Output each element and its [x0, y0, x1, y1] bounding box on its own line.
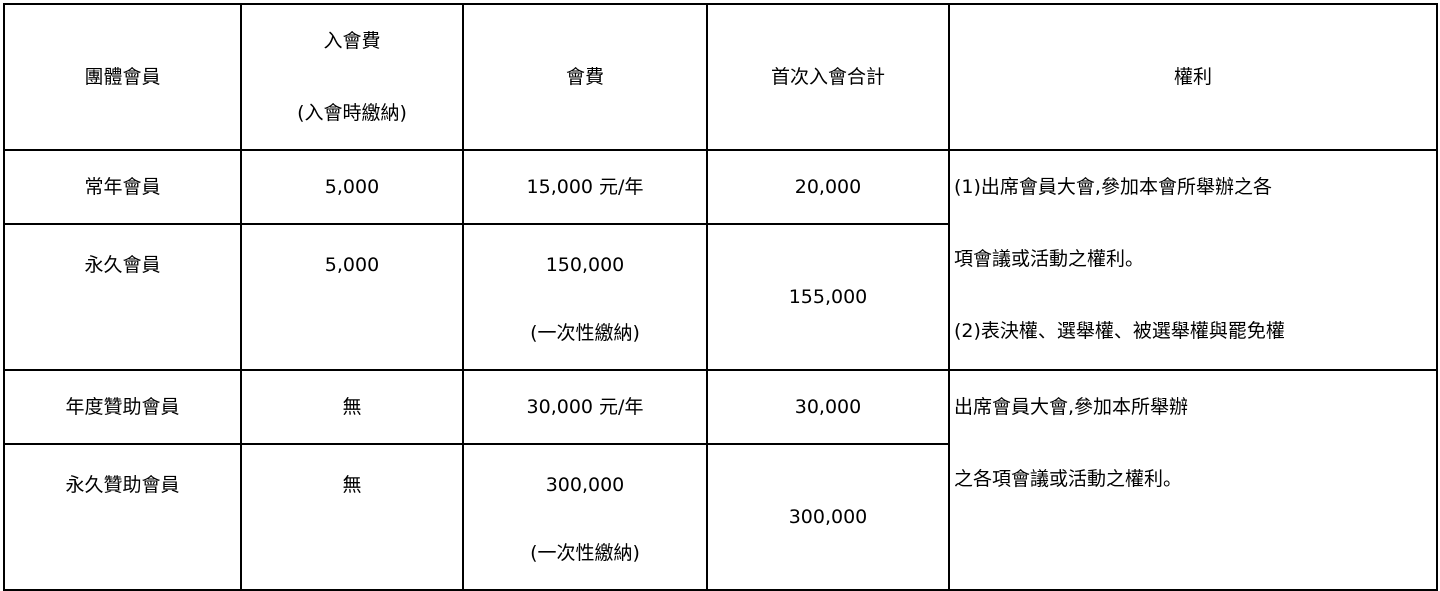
- header-first-total: 首次入會合計: [706, 3, 950, 151]
- rights-line: 出席會員大會,參加本所舉辦: [954, 396, 1189, 418]
- header-entry-fee-label: 入會費: [323, 30, 381, 52]
- table-row: 常年會員 5,000 15,000 元/年 20,000 (1)出席會員大會,參…: [3, 149, 1438, 371]
- fee: 150,000 (一次性繳納): [462, 223, 708, 371]
- header-fee: 會費: [462, 3, 708, 151]
- first-total: 20,000: [706, 149, 950, 225]
- header-row: 團體會員 入會費 (入會時繳納) 會費 首次入會合計 權利: [3, 3, 1438, 151]
- entry-fee: 無: [240, 443, 464, 591]
- member-type: 常年會員: [3, 149, 242, 225]
- header-entry-fee: 入會費 (入會時繳納): [240, 3, 464, 151]
- membership-fee-table: 團體會員 入會費 (入會時繳納) 會費 首次入會合計 權利 常年會員 5,000…: [3, 3, 1438, 591]
- first-total: 30,000: [706, 369, 950, 445]
- first-total: 300,000: [706, 443, 950, 591]
- table-row: 年度贊助會員 無 30,000 元/年 30,000 出席會員大會,參加本所舉辦…: [3, 369, 1438, 591]
- rights-line: (2)表決權、選舉權、被選舉權與罷免權: [954, 320, 1285, 342]
- fee-note: (一次性繳納): [530, 542, 640, 564]
- entry-fee: 5,000: [240, 149, 464, 225]
- header-entry-fee-note: (入會時繳納): [297, 102, 407, 124]
- fee-amount: 300,000: [545, 474, 625, 496]
- rights-line: 項會議或活動之權利。: [954, 248, 1145, 270]
- fee: 300,000 (一次性繳納): [462, 443, 708, 591]
- entry-fee: 5,000: [240, 223, 464, 371]
- fee-amount: 150,000: [545, 254, 625, 276]
- fee-note: (一次性繳納): [530, 322, 640, 344]
- header-group-member: 團體會員: [3, 3, 242, 151]
- table-row: 永久會員 5,000 150,000 (一次性繳納) 155,000: [3, 223, 1437, 371]
- member-type: 永久會員: [3, 223, 242, 371]
- fee: 15,000 元/年: [462, 149, 708, 225]
- first-total: 155,000: [706, 223, 950, 371]
- member-type: 永久贊助會員: [3, 443, 242, 591]
- member-type: 年度贊助會員: [3, 369, 242, 445]
- rights-cell: (1)出席會員大會,參加本會所舉辦之各 項會議或活動之權利。 (2)表決權、選舉…: [948, 149, 1438, 371]
- table-row: 永久贊助會員 無 300,000 (一次性繳納) 300,000: [3, 443, 1437, 591]
- fee: 30,000 元/年: [462, 369, 708, 445]
- rights-cell: 出席會員大會,參加本所舉辦 之各項會議或活動之權利。: [948, 369, 1438, 591]
- header-rights: 權利: [948, 3, 1438, 151]
- entry-fee: 無: [240, 369, 464, 445]
- rights-line: (1)出席會員大會,參加本會所舉辦之各: [954, 176, 1272, 198]
- rights-line: 之各項會議或活動之權利。: [954, 468, 1183, 490]
